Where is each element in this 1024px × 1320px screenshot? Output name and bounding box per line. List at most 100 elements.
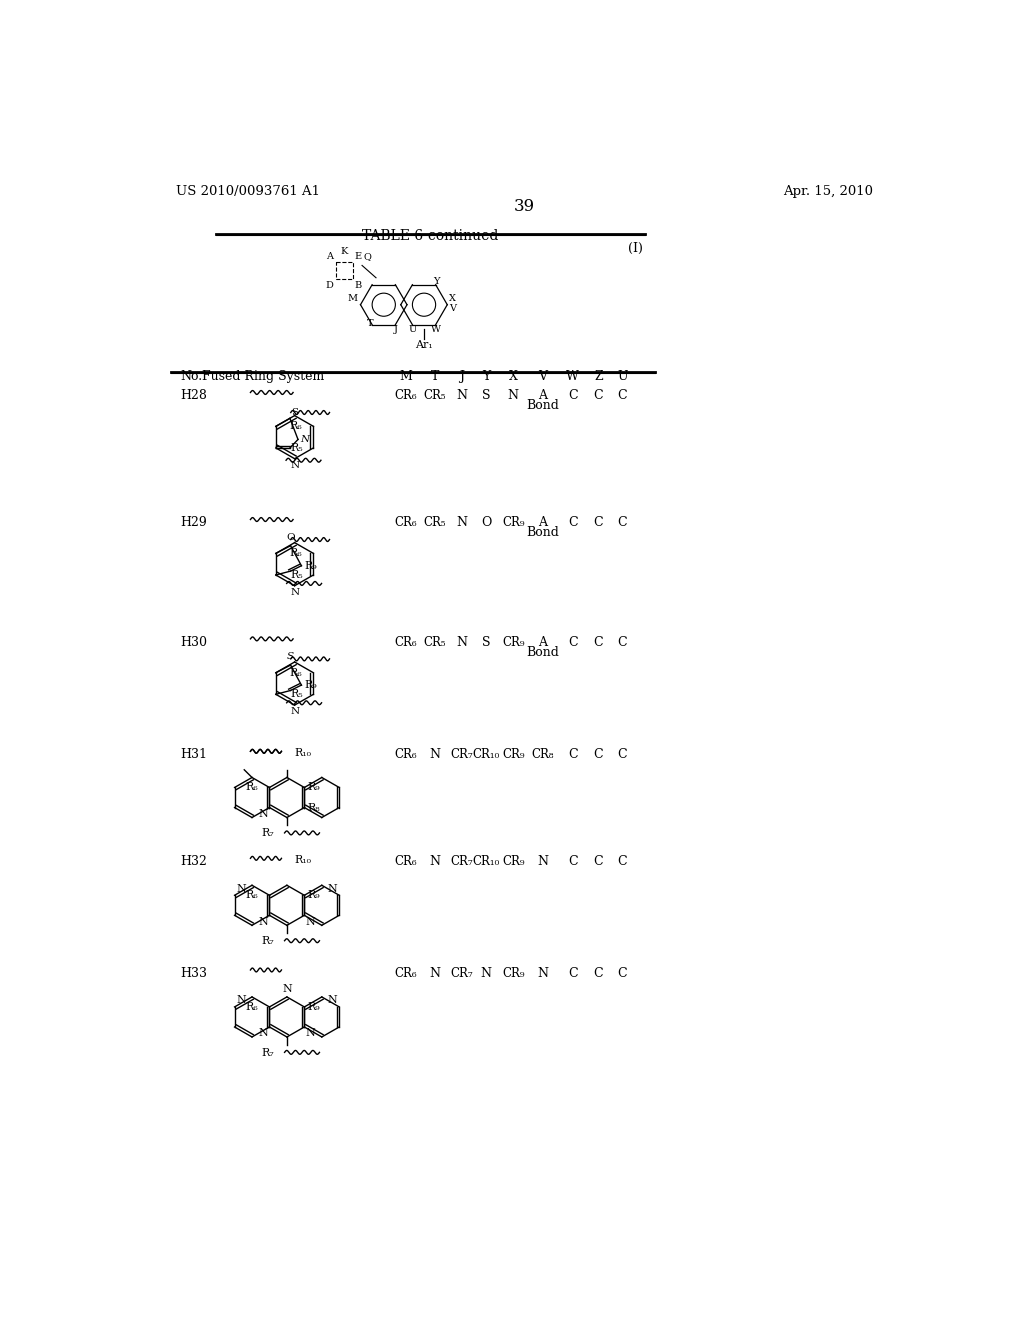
Text: U: U bbox=[617, 370, 628, 383]
Text: C: C bbox=[568, 855, 578, 869]
Text: CR₇: CR₇ bbox=[451, 748, 473, 762]
Text: R₇: R₇ bbox=[262, 1048, 274, 1057]
Text: C: C bbox=[568, 966, 578, 979]
Text: CR₉: CR₉ bbox=[502, 636, 524, 649]
Text: A: A bbox=[539, 636, 547, 649]
Text: R₉: R₉ bbox=[304, 680, 317, 690]
Text: R₅: R₅ bbox=[290, 689, 302, 700]
Text: R₆: R₆ bbox=[290, 421, 302, 432]
Text: C: C bbox=[617, 855, 628, 869]
Text: M: M bbox=[347, 294, 357, 302]
Text: R₁₀: R₁₀ bbox=[295, 855, 311, 865]
Text: R₆: R₆ bbox=[246, 783, 259, 792]
Text: X: X bbox=[509, 370, 517, 383]
Text: Y: Y bbox=[433, 276, 440, 285]
Text: S: S bbox=[287, 652, 294, 661]
Text: C: C bbox=[594, 855, 603, 869]
Text: N: N bbox=[258, 917, 268, 927]
Text: CR₆: CR₆ bbox=[394, 636, 417, 649]
Text: N: N bbox=[237, 995, 246, 1006]
Text: CR₆: CR₆ bbox=[394, 748, 417, 762]
Text: C: C bbox=[617, 389, 628, 403]
Text: N: N bbox=[282, 983, 292, 994]
Text: W: W bbox=[566, 370, 580, 383]
Text: US 2010/0093761 A1: US 2010/0093761 A1 bbox=[176, 185, 321, 198]
Text: R₉: R₉ bbox=[307, 890, 321, 900]
Text: (I): (I) bbox=[628, 242, 643, 255]
Text: B: B bbox=[354, 281, 361, 290]
Text: N: N bbox=[306, 917, 315, 927]
Text: R₆: R₆ bbox=[290, 668, 302, 677]
Text: N: N bbox=[457, 636, 468, 649]
Text: N: N bbox=[328, 884, 338, 894]
Text: R₆: R₆ bbox=[246, 1002, 259, 1012]
Text: C: C bbox=[568, 636, 578, 649]
Text: CR₆: CR₆ bbox=[394, 389, 417, 403]
Text: N: N bbox=[300, 436, 309, 444]
Text: N: N bbox=[508, 389, 519, 403]
Text: CR₉: CR₉ bbox=[502, 516, 524, 529]
Text: O: O bbox=[481, 516, 492, 529]
Text: CR₉: CR₉ bbox=[502, 855, 524, 869]
Text: N: N bbox=[291, 708, 300, 717]
Text: N: N bbox=[480, 966, 492, 979]
Text: T: T bbox=[431, 370, 439, 383]
Text: C: C bbox=[594, 636, 603, 649]
Text: CR₆: CR₆ bbox=[394, 855, 417, 869]
Text: CR₆: CR₆ bbox=[394, 516, 417, 529]
Text: N: N bbox=[538, 966, 548, 979]
Text: N: N bbox=[538, 855, 548, 869]
Text: Fused Ring System: Fused Ring System bbox=[203, 370, 325, 383]
Text: C: C bbox=[568, 748, 578, 762]
Text: CR₅: CR₅ bbox=[424, 516, 446, 529]
Text: N: N bbox=[291, 589, 300, 597]
Text: N: N bbox=[457, 389, 468, 403]
Text: H29: H29 bbox=[180, 516, 208, 529]
Text: CR₅: CR₅ bbox=[424, 636, 446, 649]
Text: R₉: R₉ bbox=[304, 561, 317, 570]
Text: R₈: R₈ bbox=[307, 803, 321, 813]
Text: Z: Z bbox=[594, 370, 603, 383]
Text: C: C bbox=[568, 516, 578, 529]
Text: Bond: Bond bbox=[526, 645, 559, 659]
Text: V: V bbox=[539, 370, 547, 383]
Text: J: J bbox=[393, 325, 397, 334]
Text: CR₆: CR₆ bbox=[394, 966, 417, 979]
Text: TABLE 6-continued: TABLE 6-continued bbox=[362, 230, 499, 243]
Text: N: N bbox=[291, 461, 300, 470]
Text: C: C bbox=[568, 389, 578, 403]
Text: H28: H28 bbox=[180, 389, 208, 403]
Text: N: N bbox=[328, 995, 338, 1006]
Text: H32: H32 bbox=[180, 855, 208, 869]
Text: J: J bbox=[460, 370, 465, 383]
Text: Bond: Bond bbox=[526, 527, 559, 540]
Text: N: N bbox=[429, 966, 440, 979]
Text: H31: H31 bbox=[180, 748, 208, 762]
Text: S: S bbox=[482, 636, 490, 649]
Text: A: A bbox=[539, 516, 547, 529]
Text: CR₇: CR₇ bbox=[451, 966, 473, 979]
Text: O: O bbox=[287, 533, 295, 543]
Text: C: C bbox=[617, 636, 628, 649]
Text: R₅: R₅ bbox=[290, 444, 302, 453]
Text: V: V bbox=[449, 304, 456, 313]
Text: Y: Y bbox=[482, 370, 490, 383]
Text: U: U bbox=[409, 325, 417, 334]
Text: D: D bbox=[326, 281, 334, 290]
Text: N: N bbox=[429, 748, 440, 762]
Text: R₇: R₇ bbox=[262, 936, 274, 946]
Text: H30: H30 bbox=[180, 636, 208, 649]
Text: M: M bbox=[399, 370, 412, 383]
Text: CR₁₀: CR₁₀ bbox=[472, 748, 500, 762]
Text: R₇: R₇ bbox=[262, 829, 274, 838]
Text: Ar₁: Ar₁ bbox=[415, 341, 433, 350]
Text: X: X bbox=[449, 294, 456, 302]
Text: Q: Q bbox=[364, 252, 372, 261]
Text: C: C bbox=[617, 516, 628, 529]
Text: H33: H33 bbox=[180, 966, 208, 979]
Text: N: N bbox=[258, 1028, 268, 1039]
Text: C: C bbox=[594, 748, 603, 762]
Text: S: S bbox=[482, 389, 490, 403]
Text: No.: No. bbox=[180, 370, 203, 383]
Text: Apr. 15, 2010: Apr. 15, 2010 bbox=[783, 185, 873, 198]
